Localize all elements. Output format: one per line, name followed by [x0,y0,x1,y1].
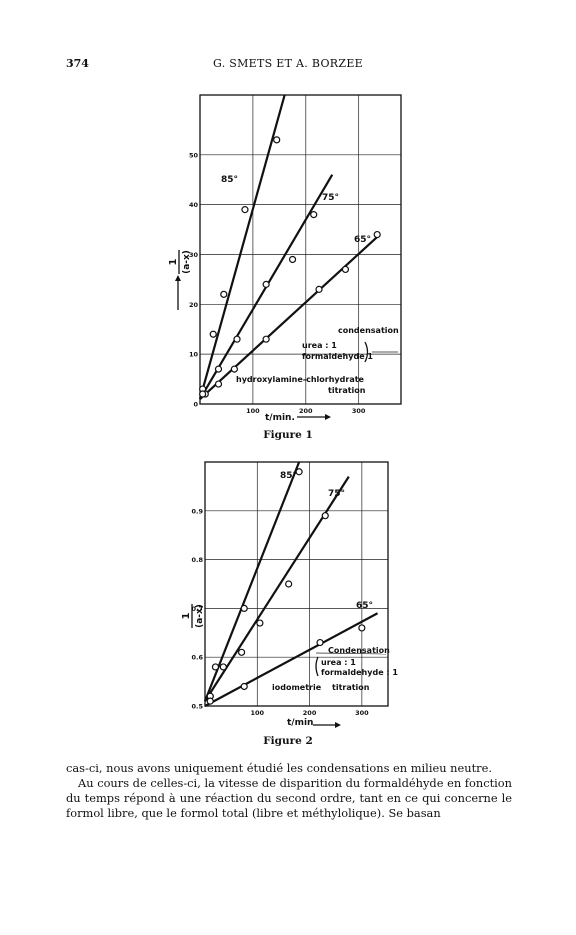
figure-1-points [199,136,381,398]
fig1-point-1-2 [233,335,241,343]
figure-1-legend-hydroxylamine: hydroxylamine-chlorhydrate [236,375,365,384]
figure-2-xlabel: t/min [287,718,313,728]
figure-1-legend-titration: titration [328,386,366,395]
fig1-point-2-3 [262,335,270,343]
fig2-point-1-4 [321,512,329,520]
fig2-point-2-2 [316,638,324,647]
svg-text:(a-x): (a-x) [182,250,192,274]
figure-1-legend-urea: urea : 1 [302,341,337,350]
fig1-fit-line-2 [199,233,381,400]
fig1-point-2-4 [315,285,323,293]
fig1-ytick-label-3: 30 [189,251,199,259]
figure-2-legend-urea: urea : 1 [321,658,356,667]
figure-2-legend-condensation: Condensation [328,646,390,655]
figure-2-label-75: 75° [328,489,345,499]
figure-1-xlabel-arrowhead [325,414,331,420]
fig2-ytick-label-2: 0.7 [191,605,203,613]
fig2-fit-line-0 [203,461,301,702]
fig1-ytick-label-1: 10 [189,351,199,359]
body-paragraph-2: Au cours de celles-ci, la vitesse de dis… [66,776,512,820]
fig1-point-1-1 [214,365,223,373]
fig1-point-1-3 [262,280,270,288]
figure-2-points [206,468,366,705]
fig1-point-1-5 [310,211,318,219]
fig1-point-2-0 [199,390,207,398]
figure-1-label-75: 75° [322,193,339,203]
fig1-ytick-label-2: 20 [189,301,199,309]
fig2-ytick-label-1: 0.6 [191,654,203,662]
fig1-point-2-2 [230,365,238,373]
fig1-point-2-6 [373,230,381,239]
fig2-ytick-label-0: 0.5 [191,703,203,711]
fig1-xtick-label-0: 100 [246,407,260,415]
figure-1-legend-formaldehyde: formaldehyde 1 [302,352,373,361]
fig2-point-2-0 [206,697,214,705]
fig1-point-0-1 [209,330,217,338]
fig2-point-2-3 [358,624,366,632]
body-text: cas-ci, nous avons uniquement étudié les… [66,761,512,821]
fig1-point-2-1 [214,380,223,388]
svg-text:(a-x): (a-x) [195,604,205,628]
body-paragraph-1: cas-ci, nous avons uniquement étudié les… [66,761,492,775]
figure-2-chart: 100 200 300 0.5 0.6 0.7 0.8 0.9 85° 75° 65° Con… [181,461,398,728]
figure-1-label-85: 85° [221,175,238,185]
svg-text:1: 1 [181,612,192,619]
fig2-ytick-label-4: 0.9 [191,507,203,515]
figure-1-frame [199,94,402,405]
fig1-point-0-3 [241,206,249,214]
fig1-fit-line-0 [198,94,286,400]
figure-1-xlabel: t/min. [265,413,295,423]
figure-2-caption: Figure 2 [263,735,313,747]
fig2-fit-line-2 [204,612,379,707]
figure-1-ylabel: 1 (a-x) [168,250,192,274]
running-head: G. SMETS ET A. BORZEE [213,57,363,70]
fig1-ytick-label-4: 40 [189,201,199,209]
figure-1-label-65: 65° [354,235,371,245]
fig2-point-0-1 [211,663,220,671]
figure-2-legend-formaldehyde: formaldehyde : 1 [321,668,398,677]
fig2-xtick-label-1: 200 [303,709,317,717]
fig2-point-1-3 [285,580,293,588]
figure-1-caption: Figure 1 [263,429,313,441]
fig2-point-1-2 [256,619,264,627]
figure-2-frame [204,461,389,707]
fig1-ytick-label-0: 0 [193,401,198,409]
fig1-point-2-5 [341,265,350,274]
fig1-ytick-label-5: 50 [189,151,199,159]
fig2-point-0-3 [240,604,248,612]
figure-1-ticks: 100 200 300 0 10 20 30 40 50 [189,151,366,415]
figure-2-legend-titration: titration [332,683,370,692]
figure-2-ylabel: 1 (a-x) [181,604,205,628]
fig1-xtick-label-2: 300 [352,407,366,415]
figure-2-label-85: 85° [280,471,297,481]
figure-2-label-65: 65° [356,601,373,611]
fig2-xtick-label-2: 300 [355,709,369,717]
fig2-ytick-label-3: 0.8 [191,556,203,564]
figure-2-legend-rule [315,652,387,655]
page-number: 374 [66,57,89,70]
fig2-point-0-4 [295,468,303,476]
figure-2-ticks: 100 200 300 0.5 0.6 0.7 0.8 0.9 [191,507,369,717]
fig1-point-0-2 [220,290,228,298]
fig1-xtick-label-1: 200 [299,407,313,415]
figure-1-legend-bracket [364,341,369,363]
figure-1-chart: 100 200 300 0 10 20 30 40 50 85° 75° 65° condens… [168,94,402,423]
fig1-point-1-4 [288,255,297,264]
fig1-point-0-4 [273,136,281,144]
fig2-point-0-2 [219,663,227,671]
fig2-point-2-1 [240,682,248,691]
figure-2-legend-bracket [315,656,319,677]
figure-1-ylabel-arrowhead [175,275,181,281]
fig2-point-1-1 [238,648,246,656]
figure-2-xlabel-arrowhead [335,722,341,728]
svg-text:1: 1 [168,258,179,265]
figure-2-legend-iodometrie: iodometrie [272,683,322,692]
figure-1-legend-condensation: condensation [338,326,399,335]
figure-2-grid [205,462,388,706]
fig2-xtick-label-0: 100 [250,709,264,717]
